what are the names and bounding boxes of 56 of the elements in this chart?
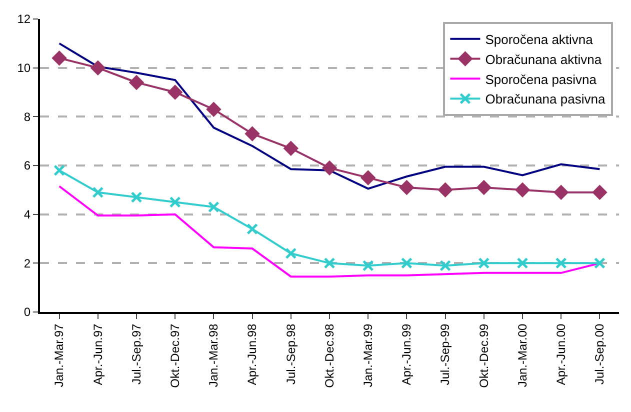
x-tick-label: Jan.-Mar.97 <box>52 323 66 388</box>
legend-label: Obračunana aktivna <box>485 52 602 67</box>
x-tick-label: Jul.-Sep-99 <box>438 323 452 386</box>
y-tick-label: 8 <box>24 110 31 124</box>
x-tick-label: Jul.-Sep.97 <box>129 323 144 385</box>
point <box>555 257 567 269</box>
x-tick-label: Okt.-Dec.99 <box>476 323 491 388</box>
legend-label: Sporočena pasivna <box>485 72 598 87</box>
point <box>129 75 144 90</box>
y-tick-label: 0 <box>24 305 31 320</box>
point <box>515 182 530 198</box>
x-tick-label: Jul.-Sep.00 <box>592 323 607 385</box>
point <box>284 141 298 156</box>
y-tick-label: 6 <box>24 158 31 173</box>
x-tick-label: Apr.-Jun.97 <box>90 323 105 386</box>
point <box>554 185 568 200</box>
point <box>476 180 491 195</box>
x-tick-label: Jan.-Mar.98 <box>206 323 221 388</box>
x-tick-label: Okt.-Dec.97 <box>168 323 182 388</box>
point <box>440 260 452 272</box>
point <box>246 223 258 235</box>
point <box>324 257 336 269</box>
x-tick-label: Okt.-Dec.98 <box>322 323 336 388</box>
point <box>92 186 104 198</box>
x-tick-label: Apr.-Jun.98 <box>245 323 260 386</box>
point <box>400 257 412 269</box>
x-tick-label: Jan.-Mar.00 <box>515 323 530 388</box>
x-tick-label: Jan.-Mar.99 <box>361 323 375 388</box>
point <box>52 50 66 66</box>
legend-label: Obračunana pasivna <box>485 92 606 107</box>
y-tick-label: 12 <box>17 12 31 26</box>
point <box>361 170 376 185</box>
point <box>322 160 337 176</box>
point <box>438 182 452 198</box>
x-tick-label: Apr.-Jun.99 <box>400 323 414 386</box>
point <box>400 180 414 195</box>
y-tick-label: 10 <box>17 61 31 76</box>
point <box>594 257 606 269</box>
x-tick-label: Apr.-Jun.00 <box>554 323 568 386</box>
point <box>54 164 66 176</box>
point <box>516 257 528 269</box>
point <box>206 102 221 116</box>
point <box>169 196 181 208</box>
y-tick-label: 2 <box>24 256 31 270</box>
y-tick-label: 4 <box>24 208 31 222</box>
point <box>168 85 182 100</box>
point <box>285 248 297 260</box>
point <box>478 257 490 269</box>
point <box>208 201 220 213</box>
point <box>90 60 105 75</box>
point <box>362 260 374 272</box>
point <box>130 191 142 203</box>
legend-label: Sporočena aktivna <box>485 32 594 47</box>
point <box>245 126 260 141</box>
point <box>592 185 607 200</box>
x-tick-label: Jul.-Sep.98 <box>284 323 298 385</box>
